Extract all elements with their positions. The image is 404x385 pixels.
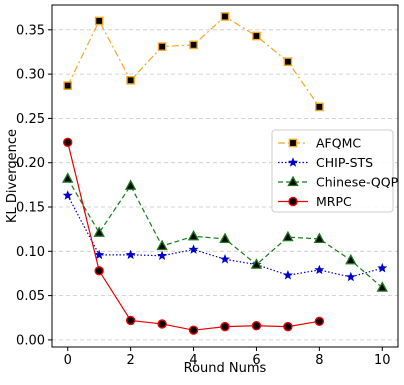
data-point — [157, 42, 167, 51]
data-point — [282, 230, 294, 242]
y-tick-label: 0.20 — [16, 156, 45, 171]
data-point — [282, 270, 293, 280]
data-point — [125, 315, 136, 326]
x-tick-label: 4 — [189, 353, 197, 368]
legend-marker — [288, 157, 298, 167]
data-point — [157, 319, 167, 329]
legend-marker — [287, 175, 299, 187]
data-point — [315, 102, 324, 112]
data-point — [283, 57, 293, 67]
data-point — [313, 232, 326, 244]
data-point — [124, 179, 137, 190]
data-point — [157, 250, 168, 260]
x-tick-label: 6 — [252, 353, 260, 368]
legend-marker — [288, 138, 298, 148]
data-point — [62, 172, 74, 183]
data-point — [188, 325, 199, 335]
data-point — [220, 321, 230, 332]
x-tick-label: 10 — [374, 353, 391, 368]
legend-entry: AFQMC — [278, 136, 361, 151]
series-3 — [63, 137, 325, 335]
data-point — [94, 266, 104, 276]
legend-entry: Chinese-QQP — [278, 175, 399, 190]
legend-entry: CHIP-STS — [278, 155, 373, 170]
legend-label: MRPC — [316, 194, 352, 209]
series-layer — [62, 12, 388, 335]
y-tick-label: 0.00 — [16, 333, 45, 348]
data-point — [156, 239, 168, 251]
legend: AFQMC CHIP-STS Chinese-QQP MRPC — [271, 129, 399, 213]
data-point — [219, 232, 231, 244]
data-point — [94, 249, 105, 260]
data-point — [377, 262, 388, 273]
series-0 — [63, 12, 324, 112]
data-point — [252, 31, 261, 41]
data-point — [93, 226, 105, 237]
data-point — [220, 12, 230, 21]
series-1 — [62, 190, 388, 282]
x-tick-label: 8 — [315, 353, 323, 368]
y-tick-label: 0.10 — [16, 245, 45, 260]
series-2 — [62, 172, 388, 292]
legend-label: AFQMC — [316, 136, 361, 151]
x-axis-label: Round Nums — [184, 361, 267, 376]
y-axis-label: KL Divergence — [5, 129, 20, 223]
data-point — [125, 249, 136, 260]
series-line — [67, 195, 383, 278]
data-point — [63, 81, 73, 90]
y-tick-label: 0.35 — [16, 23, 45, 38]
data-point — [63, 137, 73, 148]
y-tick-label: 0.15 — [16, 201, 45, 216]
data-point — [345, 271, 356, 282]
x-tick-label: 2 — [126, 353, 134, 368]
y-tick-label: 0.30 — [16, 68, 45, 83]
data-point — [126, 76, 135, 85]
legend-box — [271, 129, 394, 213]
y-tick-label: 0.25 — [16, 112, 45, 127]
data-point — [251, 321, 262, 331]
axis-ticks: 0.00 0.05 0.10 0.15 0.20 0.25 0.30 0.35 0 2 4 6 8 10 — [16, 23, 390, 368]
data-point — [62, 190, 73, 200]
data-point — [345, 253, 357, 265]
legend-marker — [288, 196, 298, 207]
data-point — [314, 264, 325, 275]
data-point — [283, 321, 293, 332]
data-point — [376, 281, 388, 292]
legend-label: CHIP-STS — [316, 155, 373, 170]
data-point — [188, 244, 199, 254]
data-point — [314, 316, 325, 327]
plot-frame — [51, 4, 399, 348]
data-point — [94, 16, 104, 26]
data-point — [250, 258, 263, 269]
data-point — [187, 229, 200, 241]
legend-entry: MRPC — [278, 194, 352, 209]
x-tick-label: 0 — [64, 353, 72, 368]
y-tick-label: 0.05 — [16, 289, 45, 304]
legend-label: Chinese-QQP — [316, 175, 399, 190]
data-point — [189, 40, 198, 50]
data-point — [220, 254, 230, 264]
